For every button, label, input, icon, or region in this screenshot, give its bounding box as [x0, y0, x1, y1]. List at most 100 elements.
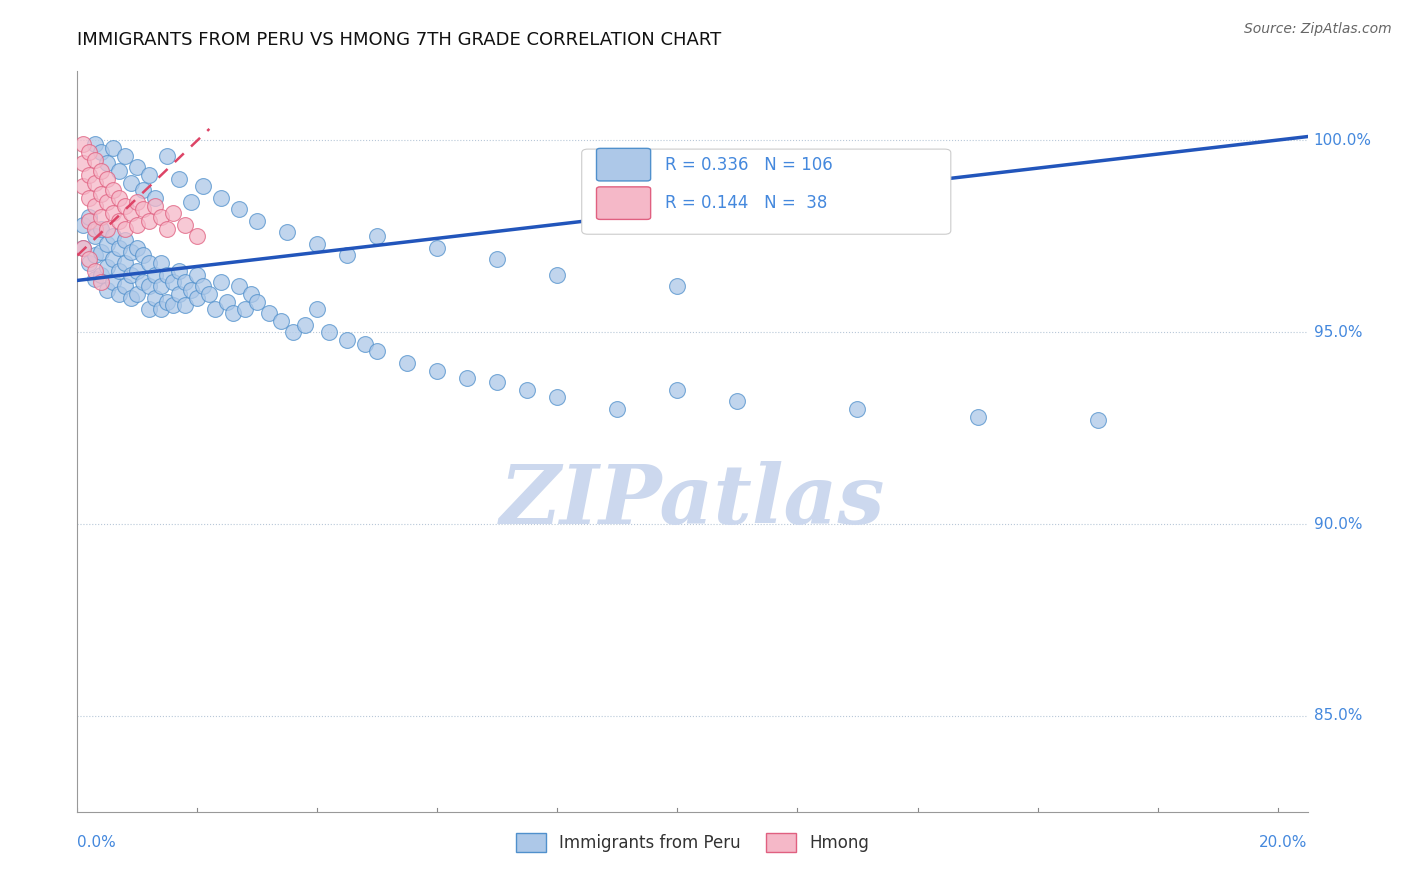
Point — [84, 264, 107, 278]
Point — [156, 149, 179, 163]
Point — [516, 383, 538, 397]
Point — [143, 199, 166, 213]
Text: ZIPatlas: ZIPatlas — [499, 461, 886, 541]
Point — [143, 268, 166, 282]
Point — [132, 183, 155, 197]
Point — [143, 191, 166, 205]
Point — [103, 141, 125, 155]
Point — [79, 256, 101, 270]
Text: 100.0%: 100.0% — [1313, 133, 1372, 148]
Point — [217, 294, 239, 309]
Point — [103, 206, 125, 220]
Point — [966, 409, 988, 424]
Point — [486, 375, 509, 389]
Point — [90, 164, 112, 178]
Point — [127, 218, 149, 232]
Point — [72, 241, 94, 255]
Point — [426, 363, 449, 377]
Point — [138, 168, 160, 182]
Point — [90, 276, 112, 290]
Point — [103, 229, 125, 244]
Point — [193, 279, 215, 293]
Text: Source: ZipAtlas.com: Source: ZipAtlas.com — [1244, 22, 1392, 37]
Point — [228, 202, 250, 217]
Point — [114, 199, 136, 213]
Point — [108, 214, 131, 228]
Point — [120, 291, 142, 305]
Point — [127, 241, 149, 255]
Point — [132, 276, 155, 290]
Point — [120, 176, 142, 190]
Point — [120, 244, 142, 259]
Point — [174, 298, 197, 312]
Point — [84, 271, 107, 285]
Point — [103, 276, 125, 290]
Point — [270, 314, 292, 328]
Point — [108, 241, 131, 255]
Point — [114, 233, 136, 247]
Point — [150, 210, 173, 224]
Point — [72, 137, 94, 152]
Point — [307, 237, 329, 252]
Point — [193, 179, 215, 194]
Point — [240, 286, 263, 301]
Point — [90, 210, 112, 224]
Point — [103, 183, 125, 197]
Point — [127, 161, 149, 175]
Point — [169, 264, 191, 278]
Point — [174, 276, 197, 290]
Point — [246, 214, 269, 228]
Point — [204, 302, 226, 317]
Point — [235, 302, 257, 317]
Point — [396, 356, 419, 370]
Point — [79, 214, 101, 228]
Point — [96, 171, 118, 186]
Point — [114, 256, 136, 270]
FancyBboxPatch shape — [596, 148, 651, 181]
Point — [209, 276, 232, 290]
Point — [108, 286, 131, 301]
Point — [132, 202, 155, 217]
Text: R = 0.144   N =  38: R = 0.144 N = 38 — [665, 194, 828, 212]
Point — [150, 279, 173, 293]
Point — [222, 306, 245, 320]
Point — [246, 294, 269, 309]
Point — [336, 333, 359, 347]
Point — [96, 194, 118, 209]
Point — [108, 264, 131, 278]
Point — [84, 248, 107, 262]
Text: 95.0%: 95.0% — [1313, 325, 1362, 340]
Point — [79, 210, 101, 224]
Point — [90, 187, 112, 202]
Point — [169, 286, 191, 301]
Point — [186, 229, 208, 244]
Point — [354, 336, 377, 351]
Point — [307, 302, 329, 317]
Point — [79, 191, 101, 205]
Point — [366, 229, 388, 244]
Point — [150, 256, 173, 270]
Text: 90.0%: 90.0% — [1313, 516, 1362, 532]
Point — [127, 194, 149, 209]
Point — [114, 279, 136, 293]
Point — [666, 383, 689, 397]
Point — [727, 394, 749, 409]
Point — [96, 237, 118, 252]
Point — [120, 268, 142, 282]
Point — [169, 171, 191, 186]
Point — [127, 264, 149, 278]
Point — [84, 176, 107, 190]
Point — [84, 153, 107, 167]
Point — [108, 164, 131, 178]
Point — [156, 294, 179, 309]
Point — [1087, 413, 1109, 427]
Point — [96, 156, 118, 170]
Point — [138, 302, 160, 317]
Point — [456, 371, 478, 385]
Point — [259, 306, 281, 320]
Point — [79, 252, 101, 267]
Point — [127, 286, 149, 301]
Point — [846, 401, 869, 416]
Point — [156, 268, 179, 282]
Point — [156, 221, 179, 235]
